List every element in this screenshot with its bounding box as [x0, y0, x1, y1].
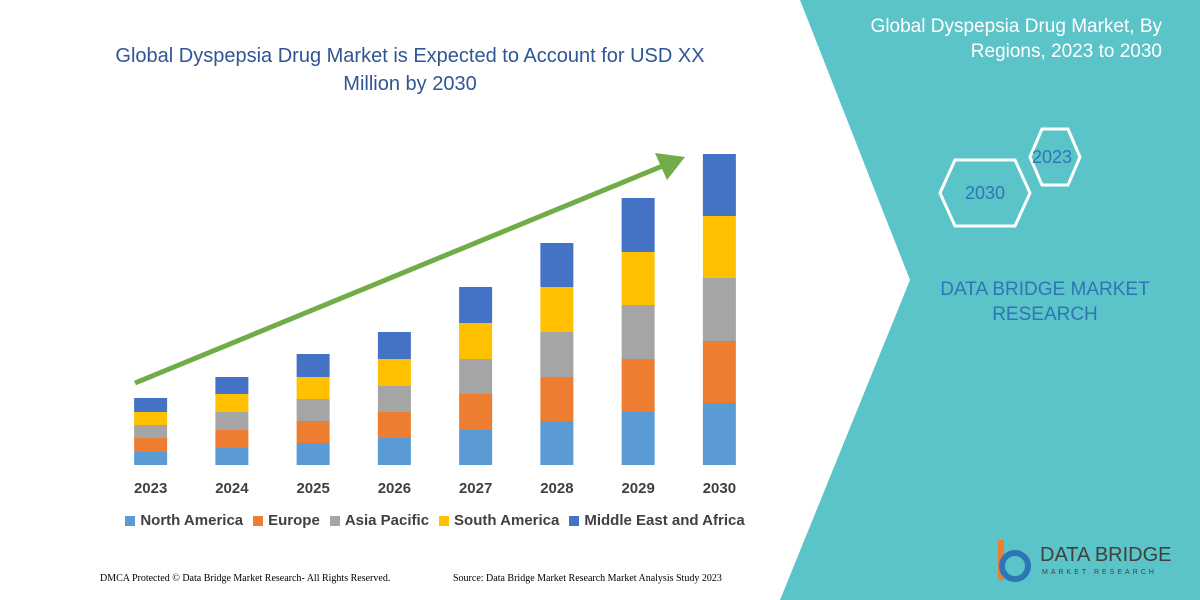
- logo-name: DATA BRIDGE: [1040, 544, 1172, 566]
- legend-swatch: [253, 515, 264, 526]
- legend-label: Asia Pacific: [344, 512, 430, 529]
- panel-title: Global Dyspepsia Drug Market, By Regions…: [870, 16, 1162, 62]
- bar-segment: [377, 438, 411, 465]
- bar-segment: [702, 341, 736, 403]
- logo-icon: [998, 540, 1031, 582]
- bar-segment: [540, 377, 574, 421]
- bar-segment: [459, 323, 493, 359]
- legend-label: South America: [454, 512, 560, 529]
- bar-segment: [459, 287, 493, 323]
- bar-segment: [296, 377, 330, 399]
- bar-segment: [702, 403, 736, 465]
- bar-segment: [134, 452, 168, 465]
- legend-label: Middle East and Africa: [584, 512, 745, 529]
- bar-segment: [215, 377, 249, 394]
- bar-segment: [215, 448, 249, 465]
- x-tick-label: 2029: [621, 480, 654, 497]
- bar-segment: [459, 394, 493, 430]
- x-tick-label: 2028: [540, 480, 573, 497]
- legend-swatch: [329, 515, 340, 526]
- hexagon-label: 2023: [1032, 147, 1072, 167]
- chart-title: Global Dyspepsia Drug Market is Expected…: [115, 45, 705, 95]
- bar-segment: [134, 398, 168, 412]
- logo-tagline: MARKET RESEARCH: [1042, 569, 1157, 576]
- bar-segment: [702, 154, 736, 216]
- bar-segment: [702, 278, 736, 341]
- hexagon: [1028, 127, 1082, 187]
- bar-segment: [296, 421, 330, 443]
- bar-segment: [215, 394, 249, 412]
- x-tick-label: 2026: [378, 480, 411, 497]
- bar-segment: [540, 243, 574, 287]
- bar-segment: [540, 421, 574, 465]
- bar-segment: [377, 412, 411, 438]
- hexagon-label: 2030: [965, 183, 1005, 203]
- x-tick-label: 2027: [459, 480, 492, 497]
- legend-swatch: [569, 515, 580, 526]
- hexagon: [938, 158, 1032, 228]
- footer-left: DMCA Protected © Data Bridge Market Rese…: [100, 573, 391, 584]
- bar-segment: [215, 430, 249, 448]
- arrow-head: [655, 153, 685, 180]
- bar-segment: [540, 332, 574, 377]
- x-tick-label: 2024: [215, 480, 249, 497]
- legend-swatch: [125, 515, 136, 526]
- legend-label: Europe: [268, 512, 320, 529]
- bar-segment: [377, 359, 411, 386]
- bar-segment: [540, 287, 574, 332]
- x-tick-label: 2025: [296, 480, 329, 497]
- side-panel: [780, 0, 1200, 600]
- x-tick-label: 2030: [703, 480, 736, 497]
- bar-segment: [459, 359, 493, 394]
- legend-swatch: [439, 515, 450, 526]
- bar-segment: [296, 399, 330, 421]
- bar-segment: [702, 216, 736, 278]
- trend-arrow: [134, 153, 685, 386]
- bar-segment: [621, 198, 655, 252]
- bar-segment: [215, 412, 249, 430]
- bar-segment: [134, 438, 168, 452]
- legend-item: Middle East and Africa: [569, 512, 745, 529]
- bar-segment: [459, 430, 493, 465]
- legend-item: Asia Pacific: [329, 512, 430, 529]
- legend-label: North America: [140, 512, 244, 529]
- bar-segment: [621, 305, 655, 359]
- hexagons: 2023 2030: [938, 127, 1082, 228]
- x-tick-label: 2023: [134, 480, 167, 497]
- plot: 2023 2024 2025 2026 2027 2028 2029 2030: [134, 154, 736, 497]
- bar-segment: [621, 412, 655, 465]
- bar-segment: [134, 412, 168, 425]
- brand: DATA BRIDGE MARKET RESEARCH: [940, 279, 1150, 325]
- legend-item: Europe: [253, 512, 320, 529]
- legend: North America Europe Asia Pacific South Ame…: [110, 512, 760, 529]
- bar-segment: [296, 443, 330, 465]
- bar-segment: [621, 252, 655, 305]
- arrow-line: [134, 162, 666, 386]
- bar-segment: [134, 425, 168, 438]
- legend-item: North America: [125, 512, 243, 529]
- bar-segment: [377, 386, 411, 412]
- bar-segment: [377, 332, 411, 359]
- logo-ring: [999, 550, 1031, 582]
- footer-right: Source: Data Bridge Market Research Mark…: [453, 573, 722, 584]
- legend-item: South America: [439, 512, 559, 529]
- bar-segment: [621, 359, 655, 412]
- bar-segment: [296, 354, 330, 377]
